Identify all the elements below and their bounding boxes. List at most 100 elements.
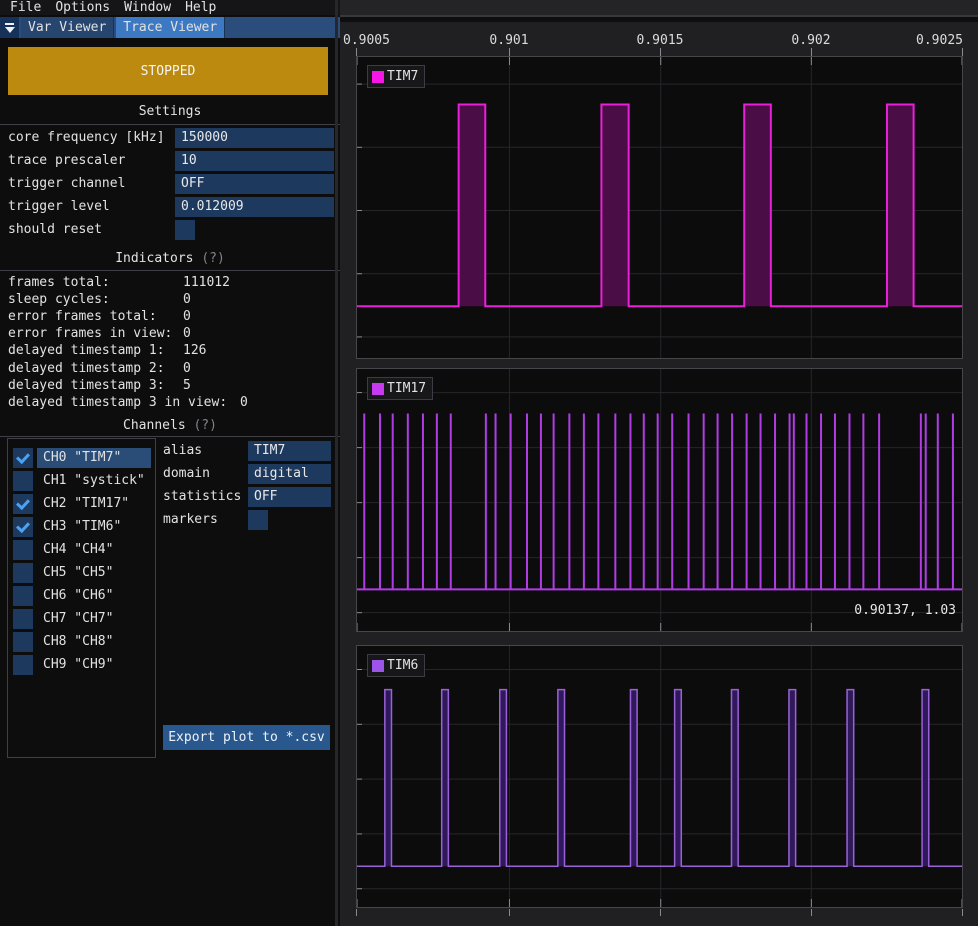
x-tick-label: 0.9015 [636,33,684,48]
plot-tim6-canvas[interactable] [357,646,962,907]
indicators-help[interactable]: (?) [201,251,225,266]
x-tick-label: 0.902 [791,33,831,48]
channels-listbox: CH0 "TIM7" CH1 "systick" CH2 "TIM17" CH3… [7,438,156,758]
plot-tim7[interactable]: TIM7 [356,56,963,359]
plot-tim7-canvas[interactable] [357,57,962,358]
tab-bar: Var Viewer Trace Viewer [0,17,340,38]
channel-label[interactable]: CH5 "CH5" [43,565,114,580]
channel-row-ch6[interactable]: CH6 "CH6" [8,586,155,606]
menu-bar: File Options Window Help [0,0,340,15]
channel-row-ch2[interactable]: CH2 "TIM17" [8,494,155,514]
indicator-label: error frames total: [8,309,157,324]
x-axis-ticks-top [356,48,963,56]
indicator-label: sleep cycles: [8,292,110,307]
indicator-label: delayed timestamp 3: [8,378,165,393]
chevron-down-icon [4,26,15,33]
legend-swatch-icon [372,659,384,672]
channel-label[interactable]: CH2 "TIM17" [43,496,130,511]
channel-checkbox[interactable] [13,517,33,537]
channel-row-ch0[interactable]: CH0 "TIM7" [8,448,155,468]
indicator-value: 126 [183,343,207,358]
indicator-value: 0 [183,361,191,376]
menu-help[interactable]: Help [185,0,217,15]
markers-checkbox[interactable] [248,510,268,530]
channel-row-ch5[interactable]: CH5 "CH5" [8,563,155,583]
channel-label[interactable]: CH4 "CH4" [43,542,114,557]
statistics-label: statistics [163,489,242,504]
trigger-channel-label: trigger channel [8,176,126,191]
legend-swatch-icon [372,70,384,83]
panel-divider [335,0,338,926]
channel-checkbox[interactable] [13,540,33,560]
stop-button[interactable]: STOPPED [8,47,328,95]
channel-checkbox[interactable] [13,586,33,606]
channel-label[interactable]: CH9 "CH9" [43,657,114,672]
channel-row-ch8[interactable]: CH8 "CH8" [8,632,155,652]
indicator-label: error frames in view: [8,326,173,341]
legend-tim17[interactable]: TIM17 [367,377,434,400]
channel-checkbox[interactable] [13,655,33,675]
legend-tim6[interactable]: TIM6 [367,654,426,677]
indicator-label: delayed timestamp 2: [8,361,165,376]
channel-checkbox[interactable] [13,609,33,629]
channel-label[interactable]: CH6 "CH6" [43,588,114,603]
trigger-channel-select[interactable]: OFF [175,174,334,194]
channel-checkbox[interactable] [13,563,33,583]
trigger-level-input[interactable]: 0.012009 [175,197,334,217]
channel-row-ch4[interactable]: CH4 "CH4" [8,540,155,560]
indicator-value: 111012 [183,275,230,290]
plot-tim17-canvas[interactable] [357,369,962,631]
channels-help[interactable]: (?) [193,418,217,433]
markers-label: markers [163,512,218,527]
indicator-value: 0 [240,395,248,410]
collapse-button[interactable] [0,17,19,38]
channel-checkbox[interactable] [13,448,33,468]
alias-input[interactable]: TIM7 [248,441,331,461]
trace-prescaler-label: trace prescaler [8,153,126,168]
channel-checkbox[interactable] [13,471,33,491]
plot-tim6[interactable]: TIM6 [356,645,963,908]
indicator-label: frames total: [8,275,110,290]
export-csv-button[interactable]: Export plot to *.csv [163,725,330,750]
channel-label[interactable]: CH7 "CH7" [43,611,114,626]
indicator-value: 5 [183,378,191,393]
should-reset-label: should reset [8,222,102,237]
channel-label[interactable]: CH1 "systick" [43,473,145,488]
core-frequency-label: core frequency [kHz] [8,130,165,145]
channel-checkbox[interactable] [13,494,33,514]
statistics-select[interactable]: OFF [248,487,331,507]
menu-window[interactable]: Window [124,0,172,15]
channel-label[interactable]: CH0 "TIM7" [37,448,151,468]
menu-file[interactable]: File [10,0,42,15]
x-tick-label: 0.9025 [916,33,963,48]
channel-label[interactable]: CH3 "TIM6" [43,519,122,534]
x-axis-labels: 0.9005 0.901 0.9015 0.902 0.9025 [340,33,978,49]
cursor-readout: 0.90137, 1.03 [854,603,956,618]
legend-tim7[interactable]: TIM7 [367,65,426,88]
channel-row-ch1[interactable]: CH1 "systick" [8,471,155,491]
tab-label: Var Viewer [28,20,107,35]
settings-title: Settings [138,104,202,119]
tab-var-viewer[interactable]: Var Viewer [21,17,115,38]
x-tick-label: 0.9005 [343,33,390,48]
indicator-label: delayed timestamp 3 in view: [8,395,228,410]
menu-options[interactable]: Options [55,0,111,15]
should-reset-checkbox[interactable] [175,220,195,240]
panel-top-strip [340,0,978,17]
channel-row-ch9[interactable]: CH9 "CH9" [8,655,155,675]
channel-row-ch3[interactable]: CH3 "TIM6" [8,517,155,537]
trace-prescaler-input[interactable]: 10 [175,151,334,171]
indicator-value: 0 [183,292,191,307]
channel-label[interactable]: CH8 "CH8" [43,634,114,649]
tab-trace-viewer[interactable]: Trace Viewer [116,17,226,38]
separator [0,270,340,271]
channel-checkbox[interactable] [13,632,33,652]
x-tick-label: 0.901 [489,33,529,48]
domain-select[interactable]: digital [248,464,331,484]
channel-row-ch7[interactable]: CH7 "CH7" [8,609,155,629]
core-frequency-input[interactable]: 150000 [175,128,334,148]
domain-label: domain [163,466,210,481]
plot-tim17[interactable]: TIM17 0.90137, 1.03 [356,368,963,632]
legend-label: TIM7 [387,69,419,84]
